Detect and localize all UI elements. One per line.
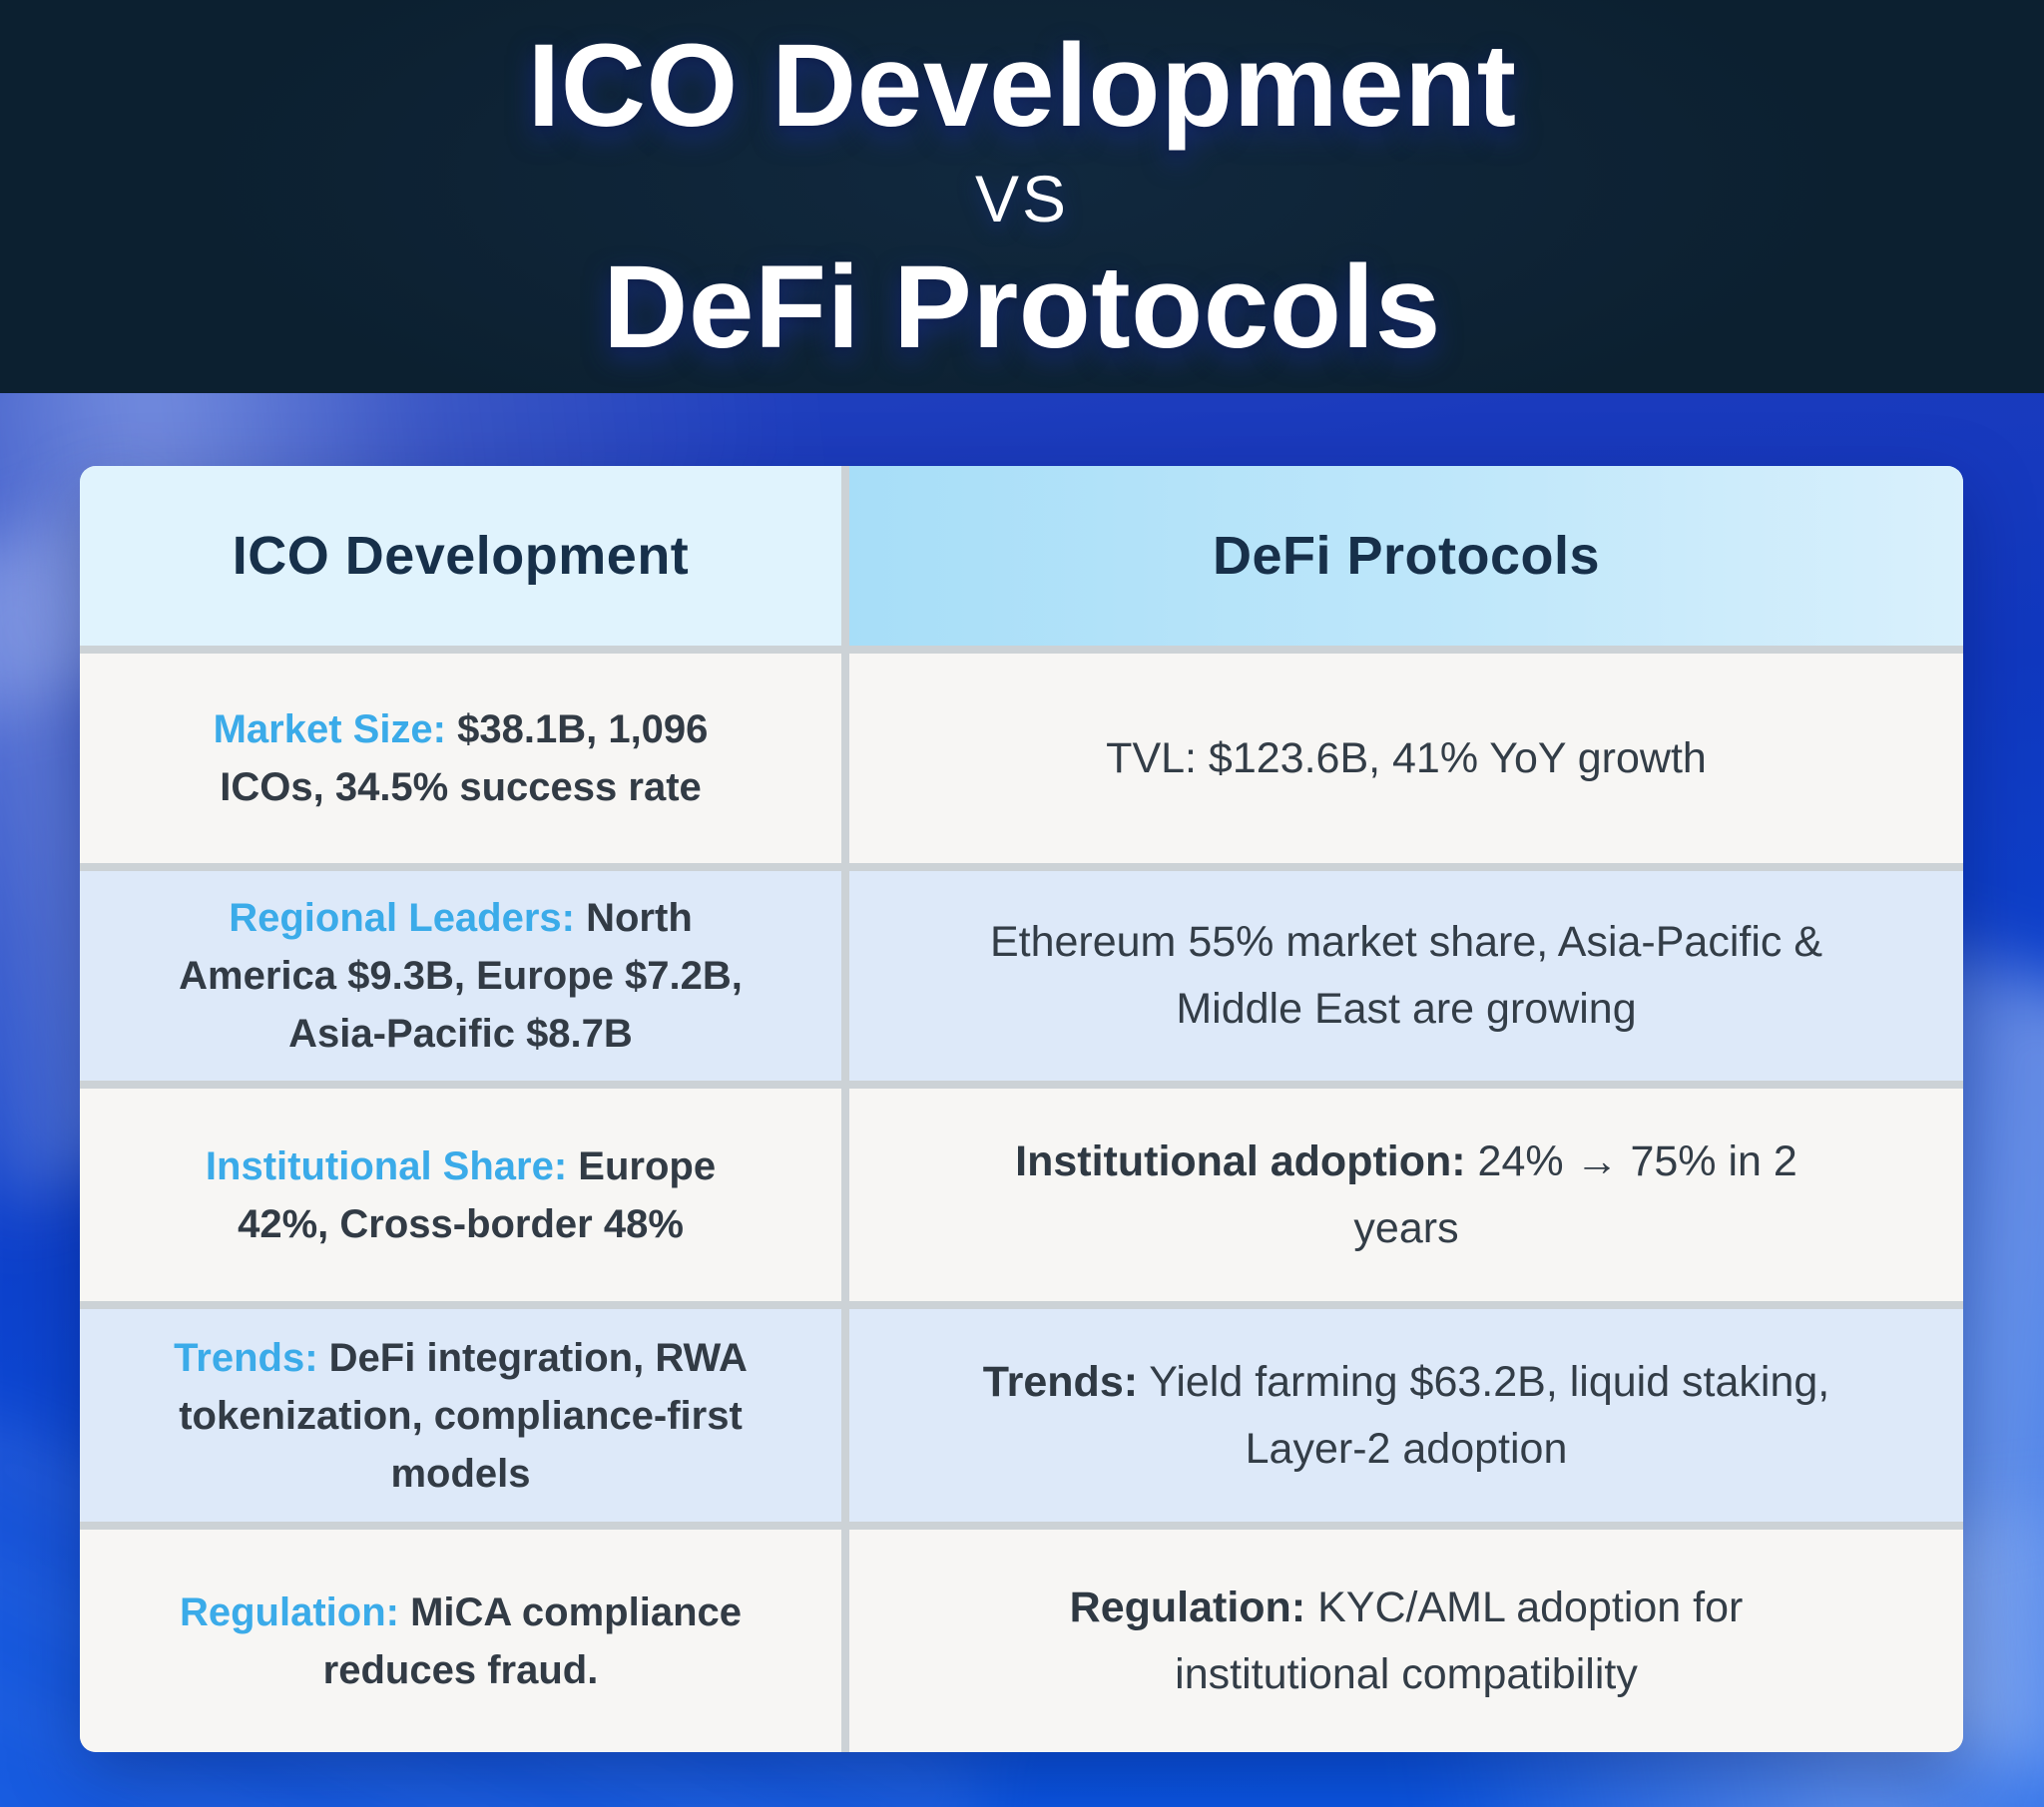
page-title-line2: DeFi Protocols [603,241,1441,373]
vs-label: VS [974,162,1070,235]
cell-value: Europe 42%, Cross-border 48% [238,1143,717,1246]
cell-text: Regional Leaders: North America $9.3B, E… [80,889,841,1063]
cell-label: Trends: [982,1357,1139,1406]
cell-label: Regional Leaders: [229,896,575,940]
comparison-table: ICO Development DeFi Protocols Market Si… [80,466,1963,1752]
table-row-4-ico-cell: Trends: DeFi integration, RWA tokenizati… [80,1309,841,1522]
cell-value: DeFi integration, RWA tokenization, comp… [179,1335,748,1496]
cell-text: Regulation: KYC/AML adoption for institu… [849,1575,1963,1707]
title-banner: ICO Development VS DeFi Protocols [0,0,2044,393]
column-header-defi: DeFi Protocols [849,466,1963,646]
cell-text: Ethereum 55% market share, Asia-Pacific … [849,909,1963,1042]
table-row-4-defi-cell: Trends: Yield farming $63.2B, liquid sta… [849,1309,1963,1522]
table-row-3-defi-cell: Institutional adoption: 24% → 75% in 2 y… [849,1089,1963,1301]
cell-text: Market Size: $38.1B, 1,096 ICOs, 34.5% s… [80,700,841,816]
cell-text: Trends: Yield farming $63.2B, liquid sta… [849,1349,1963,1482]
table-row-5-defi-cell: Regulation: KYC/AML adoption for institu… [849,1530,1963,1752]
cell-label: Trends: [174,1335,318,1380]
cell-text: Regulation: MiCA compliance reduces frau… [80,1583,841,1699]
table-row-3-ico-cell: Institutional Share: Europe 42%, Cross-b… [80,1089,841,1301]
table-row-5-ico-cell: Regulation: MiCA compliance reduces frau… [80,1530,841,1752]
table-row-1-ico-cell: Market Size: $38.1B, 1,096 ICOs, 34.5% s… [80,654,841,863]
cell-value: North America $9.3B, Europe $7.2B, Asia-… [179,896,743,1056]
cell-label: Regulation: [1069,1582,1306,1631]
cell-text: Institutional adoption: 24% → 75% in 2 y… [849,1129,1963,1261]
table-row-1-defi-cell: TVL: $123.6B, 41% YoY growth [849,654,1963,863]
cell-value: MiCA compliance reduces fraud. [322,1589,742,1692]
cell-value: Yield farming $63.2B, liquid staking, La… [1138,1357,1830,1473]
cell-text: TVL: $123.6B, 41% YoY growth [988,725,1824,792]
cell-value: Ethereum 55% market share, Asia-Pacific … [989,918,1823,1033]
cell-text: Institutional Share: Europe 42%, Cross-b… [80,1137,841,1253]
cell-label: Market Size: [213,707,446,751]
cell-value: TVL: $123.6B, 41% YoY growth [1106,733,1707,782]
cell-label: Institutional Share: [205,1143,568,1188]
table-row-2-ico-cell: Regional Leaders: North America $9.3B, E… [80,871,841,1081]
cell-label: Regulation: [179,1589,399,1634]
table-row-2-defi-cell: Ethereum 55% market share, Asia-Pacific … [849,871,1963,1081]
cell-label: Institutional adoption: [1015,1136,1466,1185]
page-title-line1: ICO Development [527,19,1517,152]
column-header-ico: ICO Development [80,466,841,646]
cell-text: Trends: DeFi integration, RWA tokenizati… [80,1329,841,1503]
